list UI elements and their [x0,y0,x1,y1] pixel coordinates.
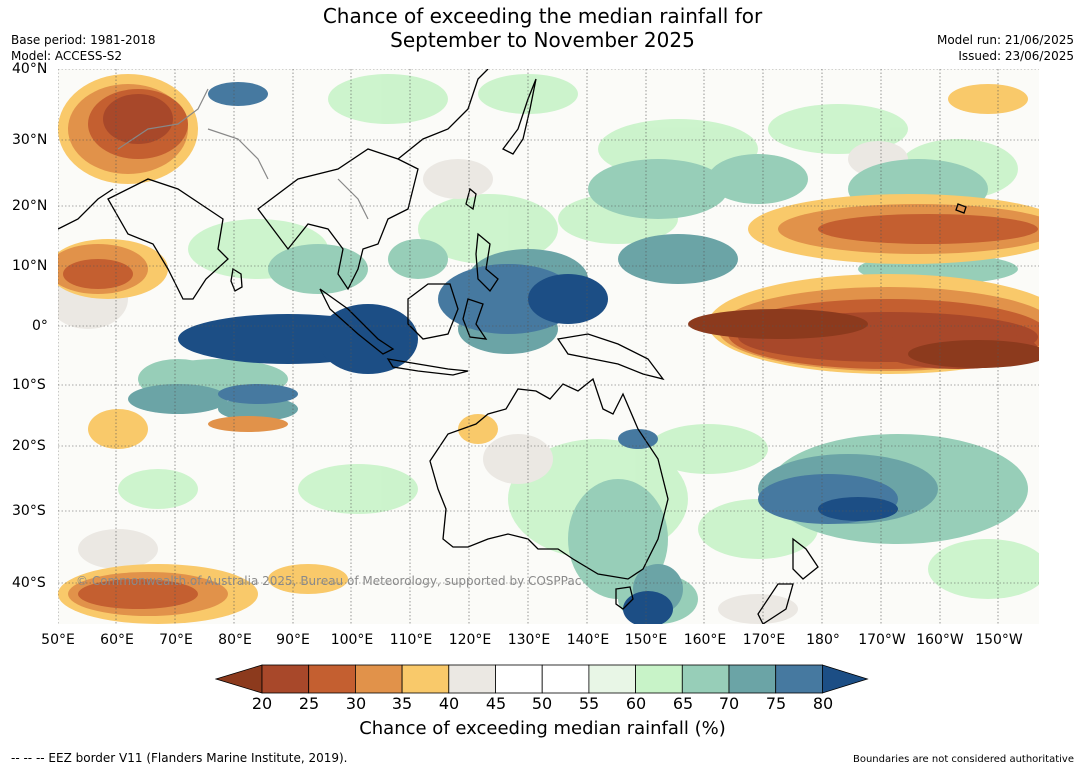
colorbar-extend-high [822,664,869,694]
colorbar-cell [261,664,310,694]
borneo-coast [407,283,459,340]
colorbar-cell [495,664,543,694]
colorbar-tick-45: 45 [485,694,507,713]
lon-label-120e: 120°E [448,632,492,648]
lon-label-160e: 160°E [683,632,727,648]
lat-label-20n: 20°N [12,198,48,214]
arabia-coast [58,188,114,230]
colorbar-tick-60: 60 [625,694,647,713]
boundaries-disclaimer: Boundaries are not considered authoritat… [852,754,1074,765]
eez-border-legend: -- -- -- EEZ border V11 (Flanders Marine… [11,751,348,765]
copyright-notice: © Commonwealth of Australia 2025, Bureau… [76,574,582,588]
colorbar-cell [775,664,823,694]
colorbar-tick-50: 50 [531,694,553,713]
country-borders [117,88,369,220]
colorbar-cell [354,664,403,694]
colorbar-label: Chance of exceeding median rainfall (%) [359,718,726,739]
rainfall-map [58,69,1039,624]
lon-label-180: 180° [806,632,840,648]
colorbar-cell [448,664,496,694]
lat-label-10n: 10°N [12,258,48,274]
lon-label-160w: 160°W [916,632,964,648]
lon-label-80e: 80°E [218,632,252,648]
new-zealand-coast [757,537,819,624]
australia-coast [429,377,669,580]
darkest-brown-patches [688,309,1039,368]
colorbar-tick-40: 40 [438,694,460,713]
hawaii-coast [955,203,967,214]
meta-left: Base period: 1981-2018 Model: ACCESS-S2 [11,32,156,64]
lat-label-30s: 30°S [12,503,46,519]
lat-label-30n: 30°N [12,132,48,148]
title-line-1: Chance of exceeding the median rainfall … [322,4,763,28]
model-text: Model: ACCESS-S2 [11,49,123,63]
tasmania-coast [615,586,634,610]
lon-label-170w: 170°W [858,632,906,648]
model-run-text: Model run: 21/06/2025 [936,33,1074,47]
india-coast [107,178,229,300]
philippines-coast [475,232,499,293]
taiwan-coast [465,187,477,211]
lon-label-70e: 70°E [159,632,193,648]
graticule [58,69,1039,624]
colorbar-tick-75: 75 [765,694,787,713]
lat-label-20s: 20°S [12,438,46,454]
colorbar-tick-70: 70 [718,694,740,713]
colorbar-cell [308,664,356,694]
colorbar-cell [401,664,450,694]
base-period-text: Base period: 1981-2018 [11,33,156,47]
colorbar-tick-35: 35 [391,694,413,713]
new-guinea-coast [556,333,665,381]
colorbar-cell [681,664,730,694]
colorbar-cells [215,664,869,694]
lat-label-40n: 40°N [12,61,48,77]
sulawesi-coast [462,298,488,340]
colorbar-cell [541,664,590,694]
lon-label-140e: 140°E [566,632,610,648]
lat-label-40s: 40°S [12,575,46,591]
lon-label-150w: 150°W [975,632,1023,648]
colorbar-tick-25: 25 [298,694,320,713]
colorbar-extend-low [215,664,263,694]
colorbar [215,664,869,694]
sri-lanka-coast [230,267,243,292]
lon-label-170e: 170°E [742,632,786,648]
colorbar-tick-30: 30 [345,694,367,713]
chart-title: Chance of exceeding the median rainfall … [0,4,1085,52]
lon-label-50e: 50°E [41,632,75,648]
colorbar-tick-55: 55 [578,694,600,713]
title-line-2: September to November 2025 [390,28,695,52]
lon-label-90e: 90°E [276,632,310,648]
map-canvas [58,69,1039,624]
sumatra-coast [319,288,395,355]
dark-blue-patches [178,274,898,624]
china-coast [397,69,489,160]
issued-text: Issued: 23/06/2025 [958,49,1074,63]
meta-right: Model run: 21/06/2025 Issued: 23/06/2025 [937,32,1074,64]
colorbar-tick-80: 80 [812,694,834,713]
colorbar-tick-65: 65 [672,694,694,713]
lon-label-150e: 150°E [624,632,668,648]
colorbar-cell [588,664,636,694]
lat-label-equator: 0° [32,318,48,334]
colorbar-cell [635,664,683,694]
lon-label-60e: 60°E [100,632,134,648]
java-coast [386,358,469,376]
colorbar-tick-20: 20 [251,694,273,713]
japan-coast [502,78,537,155]
colorbar-cell [728,664,777,694]
lat-label-10s: 10°S [12,377,46,393]
se-asia-coast [257,148,419,291]
lon-label-100e: 100°E [330,632,374,648]
coastlines [58,69,967,624]
lon-label-130e: 130°E [507,632,551,648]
lon-label-110e: 110°E [389,632,433,648]
